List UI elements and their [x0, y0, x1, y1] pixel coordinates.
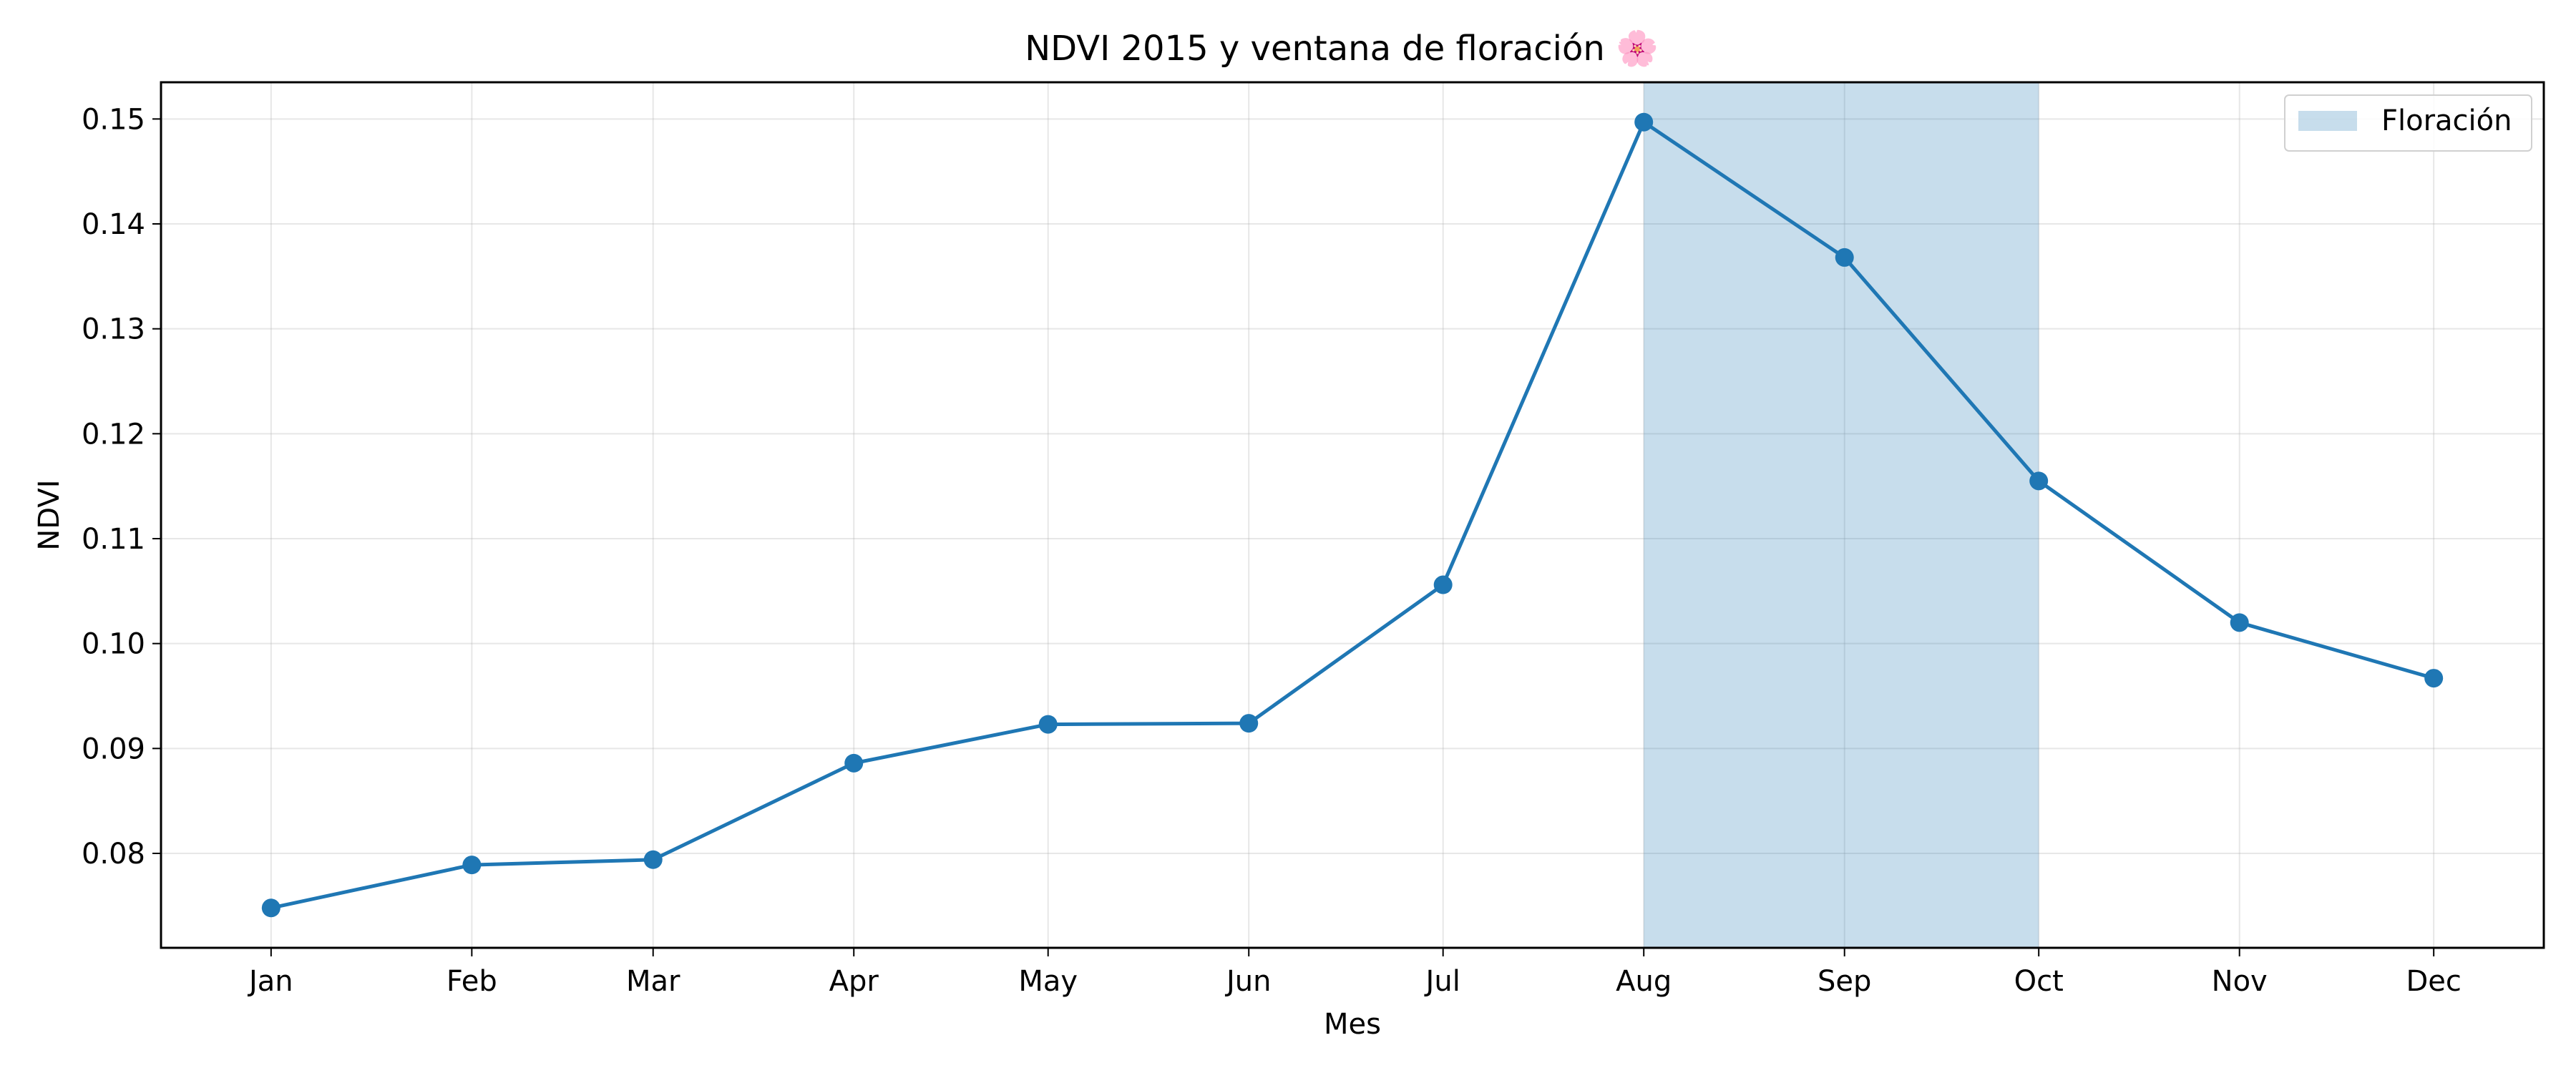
y-tick-label: 0.10 — [82, 628, 145, 661]
x-tick-label: Jun — [1224, 965, 1272, 998]
plot-frame — [160, 81, 2545, 949]
data-point-feb — [462, 856, 482, 875]
x-tick-label: Sep — [1818, 965, 1871, 998]
shaded-regions — [1644, 82, 2039, 948]
x-tick-label: Nov — [2212, 965, 2268, 998]
y-tick-label: 0.12 — [82, 418, 145, 451]
data-points — [261, 112, 2444, 918]
data-point-sep — [1835, 248, 1854, 267]
x-ticks: Jan Feb Mar Apr May Jun Jul Aug Sep Oct Nov Dec — [247, 948, 2462, 998]
legend: Floración — [2284, 94, 2532, 152]
x-tick-label: May — [1018, 965, 1078, 998]
data-point-jan — [261, 898, 280, 918]
x-axis-label: Mes — [1324, 1008, 1381, 1041]
x-tick-label: Feb — [447, 965, 497, 998]
data-point-apr — [844, 753, 864, 773]
x-tick-label: Jul — [1424, 965, 1460, 998]
y-tick-label: 0.11 — [82, 523, 145, 556]
legend-label-floracion: Floración — [2381, 104, 2512, 137]
x-tick-label: Mar — [626, 965, 680, 998]
data-point-aug — [1634, 112, 1654, 132]
shaded-region-0 — [1644, 82, 2039, 948]
series-line-0 — [270, 120, 2434, 910]
series-lines — [270, 120, 2434, 910]
grid-lines — [161, 82, 2544, 948]
legend-swatch-floracion — [2298, 111, 2357, 131]
data-point-oct — [2029, 471, 2049, 491]
x-tick-label: Dec — [2406, 965, 2461, 998]
x-tick-label: Jan — [247, 965, 293, 998]
data-point-jul — [1433, 575, 1453, 594]
data-point-may — [1038, 715, 1058, 734]
y-tick-label: 0.14 — [82, 208, 145, 241]
x-tick-label: Aug — [1616, 965, 1672, 998]
data-point-nov — [2230, 613, 2249, 632]
y-tick-label: 0.13 — [82, 313, 145, 346]
y-ticks: 0.08 0.09 0.10 0.11 0.12 0.13 0.14 0.15 — [82, 103, 161, 871]
y-tick-label: 0.09 — [82, 733, 145, 765]
y-tick-label: 0.15 — [82, 103, 145, 136]
data-point-jun — [1239, 714, 1259, 733]
y-axis-label: NDVI — [33, 479, 66, 550]
chart-title: NDVI 2015 y ventana de floración 🌸 — [1025, 29, 1659, 69]
data-point-dec — [2424, 669, 2444, 688]
x-tick-label: Apr — [829, 965, 879, 998]
legend-box — [2284, 94, 2532, 152]
data-point-mar — [643, 850, 663, 869]
x-tick-label: Oct — [2014, 965, 2064, 998]
y-tick-label: 0.08 — [82, 838, 145, 871]
